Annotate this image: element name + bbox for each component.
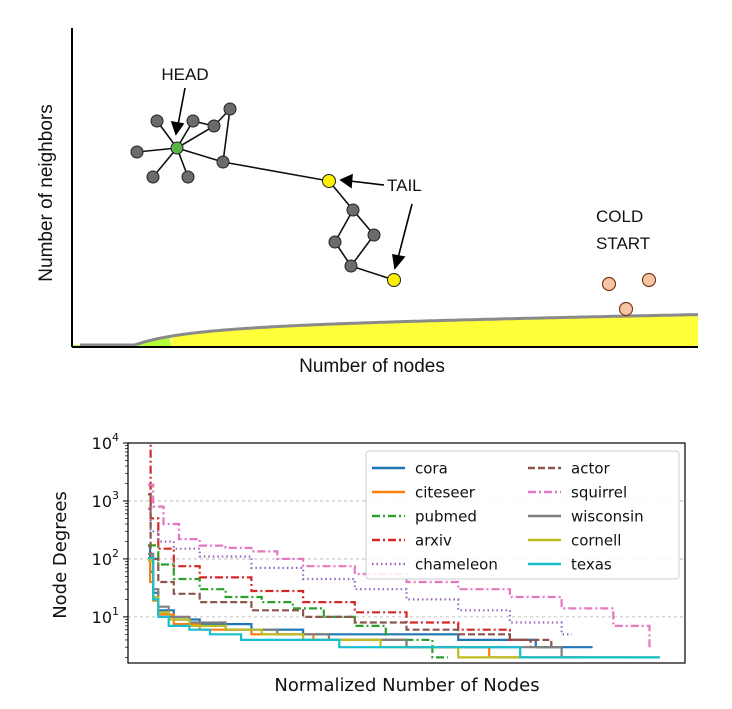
head-node xyxy=(170,141,184,155)
graph-nodes xyxy=(130,102,401,287)
legend-label-squirrel: squirrel xyxy=(571,484,627,502)
legend-label-chameleon: chameleon xyxy=(415,556,498,574)
legend: cora citeseer pubmed arxiv chameleon actor squ… xyxy=(365,450,680,580)
top-x-axis-label: Number of nodes xyxy=(299,356,445,377)
tail-annotation: TAIL xyxy=(387,176,422,195)
legend-label-pubmed: pubmed xyxy=(415,508,477,526)
top-y-axis-label: Number of neighbors xyxy=(36,104,57,281)
plot-frame xyxy=(127,442,686,664)
annotation-arrows xyxy=(170,87,413,270)
legend-label-cora: cora xyxy=(415,460,448,478)
y-tick-label: 104 xyxy=(92,431,119,453)
legend-label-texas: texas xyxy=(571,556,612,574)
legend-label-wisconsin: wisconsin xyxy=(571,508,644,526)
tail-region xyxy=(171,314,698,346)
series-line-arxiv xyxy=(149,443,532,648)
y-tick-label: 101 xyxy=(92,605,119,627)
series-line-actor xyxy=(148,493,553,648)
series-layer xyxy=(148,443,660,659)
cold-start-nodes xyxy=(601,272,657,317)
legend-label-cornell: cornell xyxy=(571,532,621,550)
legend-label-actor: actor xyxy=(571,460,610,478)
legend-box xyxy=(365,450,680,580)
long-tail-illustration: Number of nodes Number of neighbors HEAD… xyxy=(36,28,698,377)
y-tick-label: 102 xyxy=(92,547,119,569)
tail-node-2 xyxy=(387,273,401,287)
legend-label-citeseer: citeseer xyxy=(415,484,476,502)
series-line-chameleon xyxy=(148,507,572,636)
y-ticks: 101 102 103 104 xyxy=(92,431,128,658)
bottom-x-axis-label: Normalized Number of Nodes xyxy=(274,675,539,696)
series-line-pubmed xyxy=(148,544,448,659)
tail-node-1 xyxy=(322,174,336,188)
head-annotation: HEAD xyxy=(161,65,208,84)
series-line-texas xyxy=(148,556,660,659)
series-line-squirrel xyxy=(148,483,651,648)
legend-label-arxiv: arxiv xyxy=(415,532,452,550)
cold-start-annotation: COLD START xyxy=(596,207,650,253)
head-region xyxy=(73,336,171,346)
bottom-y-axis-label: Node Degrees xyxy=(50,491,71,619)
y-tick-label: 103 xyxy=(92,489,119,511)
long-tail-curve xyxy=(80,313,698,347)
